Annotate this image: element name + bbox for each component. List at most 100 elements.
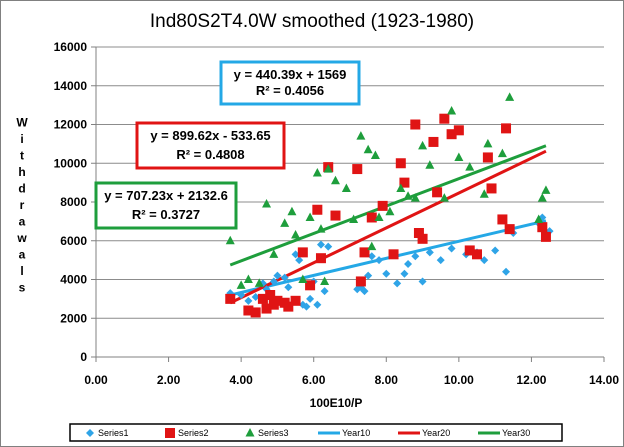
data-point-series2 (501, 123, 512, 134)
trendline-year30 (229, 144, 547, 267)
data-point-series1 (418, 277, 427, 286)
data-point-series2 (432, 187, 443, 198)
data-point-series2 (377, 200, 388, 211)
data-point-series1 (316, 240, 325, 249)
data-point-series3 (316, 224, 326, 233)
data-point-series2 (355, 276, 366, 287)
data-point-series3 (396, 183, 406, 192)
data-point-series3 (363, 144, 373, 154)
data-point-series2 (428, 136, 439, 147)
data-point-series2 (497, 214, 508, 225)
legend-item-series2: Series2 (165, 428, 209, 438)
data-point-series3 (374, 212, 384, 221)
data-point-series3 (465, 162, 475, 171)
data-point-series1 (269, 277, 278, 286)
data-point-series3 (447, 105, 457, 115)
legend-item-series3: Series3 (245, 428, 289, 438)
data-point-series2 (305, 280, 316, 291)
data-point-series3 (320, 276, 330, 285)
data-point-series1 (284, 283, 293, 292)
data-point-series2 (283, 301, 294, 312)
data-point-series3 (403, 191, 413, 200)
data-point-series1 (480, 256, 489, 265)
points-layer (225, 92, 554, 318)
data-point-series2 (486, 183, 497, 194)
data-point-series1 (324, 242, 333, 251)
data-point-series3 (418, 140, 428, 150)
data-point-series2 (388, 249, 399, 260)
data-point-series1 (447, 244, 456, 253)
data-point-series3 (505, 92, 515, 101)
x-axis-label: 100E10/P (310, 396, 363, 410)
data-point-series3 (497, 148, 507, 158)
x-tick-label: 8.00 (375, 373, 399, 387)
legend-item-year20: Year20 (398, 428, 450, 438)
data-point-series2 (504, 224, 515, 235)
data-point-series3 (356, 131, 366, 140)
data-point-series1 (280, 273, 289, 282)
legend: Series1 Series2 Series3 Year10 Year20 Year30 (69, 423, 563, 442)
data-point-series1 (382, 269, 391, 278)
data-point-series1 (502, 267, 511, 276)
data-point-series1 (313, 300, 322, 309)
data-point-series2 (290, 295, 301, 306)
data-point-series1 (273, 271, 282, 280)
legend-label: Series1 (98, 428, 129, 438)
legend-label: Year10 (342, 428, 370, 438)
legend-marker (245, 428, 255, 437)
data-point-series2 (537, 222, 548, 233)
data-point-series1 (404, 260, 413, 268)
x-tick-label: 14.00 (589, 373, 619, 387)
legend-box (69, 423, 563, 442)
data-point-series1 (251, 292, 260, 301)
equation-box-year30: y = 707.23x + 2132.6 R² = 0.3727 (94, 181, 238, 230)
data-point-series3 (425, 160, 435, 169)
y-axis-label-letter: i (20, 132, 23, 146)
y-axis-label-letter: l (20, 264, 23, 278)
x-tick-label: 10.00 (444, 373, 474, 387)
data-point-series1 (425, 248, 434, 257)
data-point-series2 (315, 253, 326, 264)
trendline-year10 (229, 219, 547, 297)
data-point-series3 (312, 167, 322, 177)
data-point-series3 (254, 278, 264, 287)
data-point-series2 (359, 247, 370, 258)
data-point-series2 (330, 210, 341, 221)
y-tick-label: 10000 (54, 156, 88, 170)
axis-layer: 0 2000 4000 6000 8000 10000 12000 14000 16000 0.0… (54, 40, 620, 387)
equation-text: y = 440.39x + 1569 (234, 67, 347, 82)
x-tick-label: 12.00 (516, 373, 546, 387)
data-point-series1 (436, 256, 445, 265)
y-axis-label-letter: r (20, 198, 25, 212)
data-point-series2 (482, 152, 493, 163)
data-point-series1 (302, 302, 311, 311)
data-point-series1 (400, 269, 409, 278)
y-axis-label-letter: a (19, 215, 26, 229)
data-point-series2 (453, 125, 464, 136)
equation-text: y = 707.23x + 2132.6 (104, 188, 228, 203)
data-point-series3 (385, 206, 395, 216)
data-point-series1 (237, 291, 246, 299)
data-point-series2 (261, 303, 272, 314)
equation-text: y = 899.62x - 533.65 (150, 128, 270, 143)
data-point-series2 (243, 305, 254, 316)
data-point-series3 (225, 235, 235, 245)
y-tick-label: 14000 (54, 79, 88, 93)
equation-box-year20: y = 899.62x - 533.65 R² = 0.4808 (135, 121, 286, 170)
y-axis-label-letter: h (18, 165, 25, 179)
data-point-series3 (439, 193, 449, 202)
y-axis-label-letter: s (19, 281, 26, 295)
data-point-series2 (399, 177, 410, 188)
data-point-series1 (244, 296, 253, 305)
data-point-series2 (395, 158, 406, 169)
data-point-series1 (320, 287, 329, 296)
legend-marker (165, 428, 175, 438)
legend-marker (86, 429, 94, 437)
legend-item-year30: Year30 (478, 428, 530, 438)
data-point-series2 (417, 233, 428, 244)
data-point-series1 (306, 294, 315, 303)
data-point-series3 (236, 280, 246, 289)
data-point-series1 (491, 246, 500, 255)
data-point-series3 (534, 214, 544, 223)
